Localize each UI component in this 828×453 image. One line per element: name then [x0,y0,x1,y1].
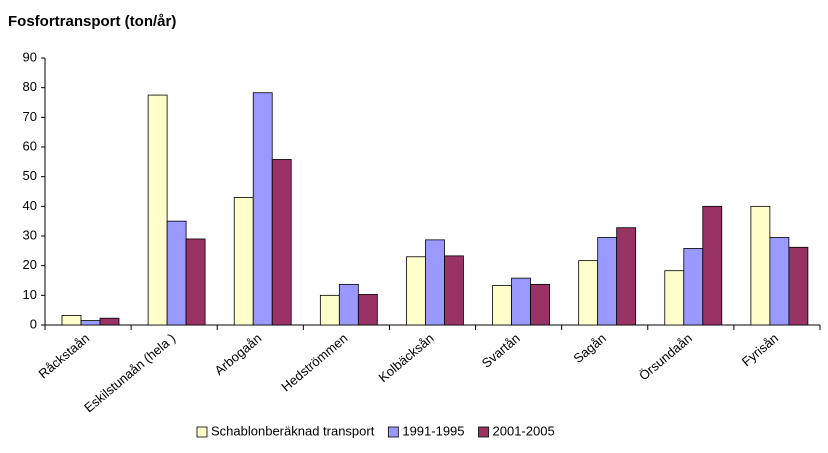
bar [425,239,445,326]
bar [61,315,82,326]
bar [664,270,685,326]
x-tick-label: Fyrisån [739,330,781,369]
bar [271,159,292,326]
bar [147,94,168,326]
bar [492,285,512,326]
bar [233,197,254,326]
x-tick-label: Kolbäcksån [376,330,437,385]
y-tick-label: 60 [23,138,37,153]
bar [406,256,426,326]
bar [252,92,273,326]
bar [357,294,378,326]
bar [750,205,771,326]
legend-swatch [387,426,399,438]
bar [185,238,206,326]
x-tick-label: Örsundaån [636,330,695,383]
x-tick-label: Arbogaån [212,330,265,378]
legend-label: 2001-2005 [493,423,555,438]
bar [80,320,101,326]
bar [578,260,599,326]
bar [788,246,809,326]
chart-title: Fosfortransport (ton/år) [8,13,176,30]
bar [319,294,340,326]
bar [338,283,359,326]
bar [511,277,531,326]
y-tick-label: 50 [23,168,37,183]
x-tick-label: Eskilstunaån (hela ) [81,330,178,415]
y-tick-label: 10 [23,287,37,302]
x-tick-label: Svartån [479,330,523,370]
legend-label: 1991-1995 [402,423,464,438]
bar [597,237,618,326]
bar [530,283,550,326]
bar [702,205,723,326]
bar [99,317,120,326]
bar [769,237,790,326]
legend-swatch [196,426,208,438]
legend-swatch [478,426,489,438]
y-tick-label: 90 [23,49,37,64]
x-tick-label: Hedströmmen [278,330,350,394]
y-tick-label: 40 [23,198,37,213]
x-tick-label: Råckstaån [35,330,92,381]
bar [166,220,187,326]
y-tick-label: 20 [23,257,37,272]
bar [683,248,704,326]
y-tick-label: 80 [23,79,37,94]
x-tick-label: Sagån [570,330,608,366]
y-tick-label: 30 [23,227,37,242]
bar [444,255,464,326]
y-tick-label: 0 [30,316,37,331]
bar [616,227,637,326]
y-tick-label: 70 [23,109,37,124]
legend-label: Schablonberäknad transport [211,423,375,438]
